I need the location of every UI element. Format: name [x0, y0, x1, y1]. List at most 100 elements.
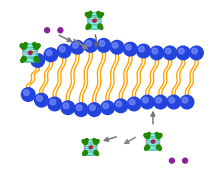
Ellipse shape — [86, 153, 92, 154]
Ellipse shape — [88, 13, 101, 16]
Ellipse shape — [25, 54, 31, 56]
Circle shape — [21, 57, 26, 61]
Circle shape — [124, 42, 137, 56]
Circle shape — [93, 139, 96, 142]
Ellipse shape — [88, 13, 101, 16]
Circle shape — [153, 140, 155, 142]
Circle shape — [89, 146, 92, 149]
Circle shape — [21, 59, 24, 62]
Circle shape — [28, 51, 32, 55]
Circle shape — [167, 95, 180, 109]
Ellipse shape — [86, 149, 92, 150]
Ellipse shape — [147, 143, 159, 145]
Circle shape — [110, 40, 124, 54]
Circle shape — [145, 134, 150, 139]
Ellipse shape — [25, 50, 31, 51]
Circle shape — [91, 146, 92, 148]
Circle shape — [58, 28, 63, 33]
Circle shape — [182, 97, 188, 103]
Circle shape — [101, 101, 114, 115]
Ellipse shape — [23, 44, 37, 47]
Circle shape — [177, 46, 190, 60]
Circle shape — [44, 48, 58, 62]
Ellipse shape — [147, 139, 159, 142]
Circle shape — [96, 153, 99, 156]
Circle shape — [23, 90, 29, 95]
Circle shape — [59, 46, 65, 52]
Circle shape — [48, 97, 62, 111]
Circle shape — [86, 26, 89, 29]
Circle shape — [89, 11, 92, 15]
Ellipse shape — [23, 54, 37, 58]
Circle shape — [95, 19, 96, 21]
Ellipse shape — [147, 143, 159, 146]
Ellipse shape — [85, 148, 96, 151]
Circle shape — [83, 150, 87, 155]
Circle shape — [154, 95, 167, 109]
Circle shape — [84, 39, 97, 52]
Circle shape — [83, 140, 88, 145]
Ellipse shape — [88, 22, 101, 25]
FancyBboxPatch shape — [147, 133, 159, 150]
Circle shape — [98, 24, 102, 29]
Circle shape — [76, 105, 82, 111]
Circle shape — [125, 44, 131, 50]
Circle shape — [98, 13, 102, 18]
Ellipse shape — [90, 22, 95, 23]
Circle shape — [21, 88, 35, 101]
Circle shape — [114, 99, 128, 113]
Circle shape — [24, 43, 27, 46]
Circle shape — [165, 48, 171, 54]
Ellipse shape — [148, 134, 154, 136]
Circle shape — [156, 97, 161, 103]
Ellipse shape — [23, 54, 37, 57]
Ellipse shape — [90, 18, 95, 19]
Circle shape — [127, 97, 141, 111]
Circle shape — [86, 41, 92, 46]
Circle shape — [116, 101, 122, 107]
Circle shape — [57, 44, 71, 58]
Ellipse shape — [85, 153, 96, 156]
Ellipse shape — [86, 140, 92, 142]
Circle shape — [100, 12, 103, 16]
Circle shape — [45, 28, 49, 33]
Ellipse shape — [85, 152, 96, 155]
FancyBboxPatch shape — [24, 44, 36, 62]
Circle shape — [86, 13, 91, 18]
Circle shape — [170, 158, 174, 163]
Circle shape — [30, 51, 32, 53]
Circle shape — [156, 134, 161, 139]
Circle shape — [36, 44, 40, 47]
Ellipse shape — [88, 26, 101, 29]
Circle shape — [94, 150, 98, 155]
Circle shape — [36, 59, 40, 62]
Circle shape — [96, 140, 99, 143]
Ellipse shape — [88, 17, 101, 20]
Circle shape — [35, 93, 48, 107]
Circle shape — [90, 105, 95, 111]
Circle shape — [159, 133, 162, 137]
Circle shape — [139, 46, 145, 52]
Circle shape — [97, 39, 111, 52]
Circle shape — [152, 140, 154, 143]
Circle shape — [82, 140, 85, 143]
Ellipse shape — [148, 139, 154, 140]
Circle shape — [50, 99, 56, 105]
Ellipse shape — [23, 44, 37, 48]
Circle shape — [74, 103, 88, 116]
Circle shape — [190, 46, 203, 60]
Circle shape — [34, 44, 39, 50]
Circle shape — [145, 145, 150, 149]
Ellipse shape — [88, 26, 101, 29]
Circle shape — [33, 56, 39, 61]
Circle shape — [163, 46, 177, 60]
Ellipse shape — [147, 134, 159, 137]
Ellipse shape — [147, 147, 159, 150]
Circle shape — [156, 145, 161, 149]
Circle shape — [31, 54, 44, 67]
Circle shape — [150, 46, 164, 60]
Circle shape — [144, 133, 147, 137]
Ellipse shape — [148, 143, 154, 144]
Circle shape — [20, 44, 24, 47]
Circle shape — [46, 50, 52, 56]
